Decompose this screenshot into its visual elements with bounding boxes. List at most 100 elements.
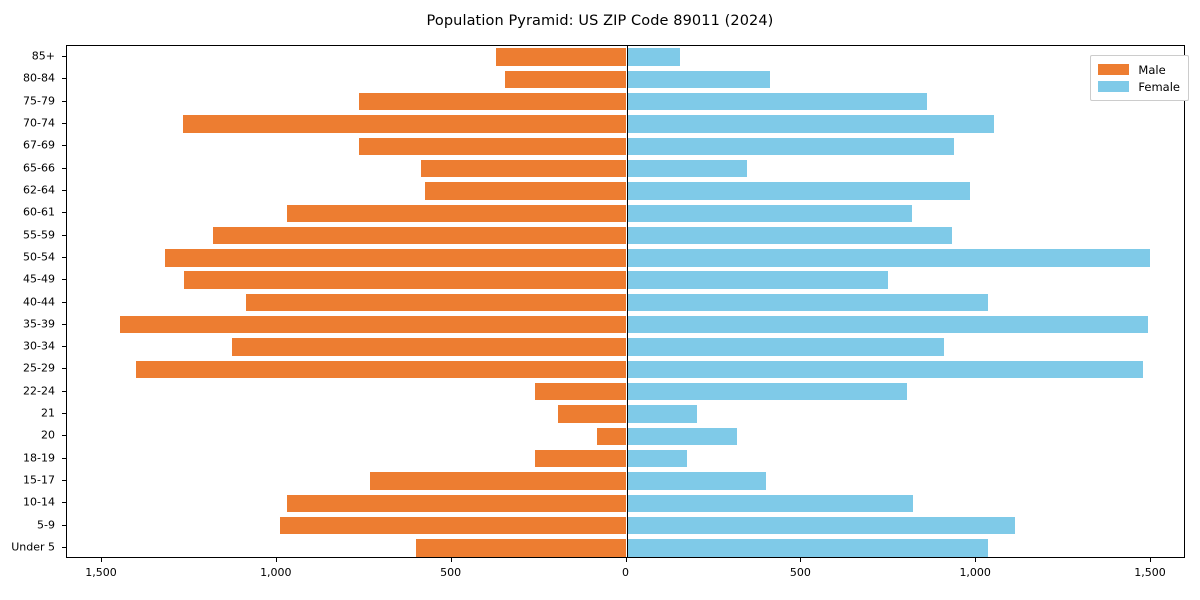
y-tick-label-15-17: 15-17 [23,473,55,487]
y-tick-label-62-64: 62-64 [23,183,55,197]
bar-row [67,405,1184,423]
bar-row [67,226,1184,245]
y-tick-mark [62,212,66,214]
y-tick-mark [62,479,66,481]
y-tick-mark [62,435,66,437]
bar-male-20 [597,427,627,446]
bar-male-21 [557,405,627,423]
bar-male-40-44 [246,293,627,312]
y-tick-mark [62,279,66,281]
y-tick-label-Under 5: Under 5 [11,540,55,554]
bar-female-15-17 [626,472,767,490]
bar-female-70-74 [626,115,995,133]
x-tick-label-0: 1,500 [85,566,117,579]
x-tick-label-1: 1,000 [260,566,292,579]
y-axis: 85+ 80-84 75-79 70-74 67-69 65-66 62-64 60-61 55… [0,45,66,558]
y-tick-mark [62,56,66,58]
bar-female-65-66 [626,159,748,178]
legend-label-female: Female [1138,79,1180,94]
y-tick-mark [62,100,66,102]
legend-entry-female: Female [1098,78,1180,95]
legend-entry-male: Male [1098,61,1180,78]
bar-row [67,182,1184,200]
x-tick-label-6: 1,500 [1134,566,1166,579]
bar-female-45-49 [626,271,889,289]
x-tick-mark [625,558,627,562]
y-tick-label-85+: 85+ [31,49,55,63]
y-tick-label-18-19: 18-19 [23,451,55,465]
bar-female-80-84 [626,70,771,89]
legend-swatch-female [1098,81,1130,92]
y-tick-label-75-79: 75-79 [23,94,55,108]
y-tick-mark [62,301,66,303]
bar-row [67,159,1184,178]
bar-male-45-49 [183,271,627,289]
bar-male-85+ [496,48,627,66]
x-tick-label-4: 500 [789,566,811,579]
bar-row [67,427,1184,446]
bar-male-Under 5 [416,539,627,557]
bar-female-21 [626,405,698,423]
y-tick-label-21: 21 [41,406,55,420]
bar-male-67-69 [358,137,627,156]
bar-male-80-84 [505,70,627,89]
y-tick-label-80-84: 80-84 [23,71,55,85]
x-tick-label-2: 500 [440,566,462,579]
bar-male-50-54 [164,249,627,267]
y-tick-label-55-59: 55-59 [23,228,55,242]
bar-male-25-29 [136,360,627,379]
bar-row [67,539,1184,557]
y-tick-mark [62,502,66,504]
y-tick-label-40-44: 40-44 [23,295,55,308]
y-tick-mark [62,123,66,125]
y-tick-mark [62,346,66,348]
y-tick-label-67-69: 67-69 [23,138,55,152]
bar-row [67,48,1184,66]
bar-male-35-39 [120,316,627,334]
legend-label-male: Male [1138,62,1166,77]
y-tick-mark [62,546,66,548]
plot-area [66,45,1185,558]
y-tick-mark [62,413,66,415]
y-tick-mark [62,78,66,80]
bar-row [67,249,1184,267]
chart-legend: Male Female [1090,55,1189,101]
x-tick-mark [1150,558,1152,562]
bar-row [67,316,1184,334]
bar-male-62-64 [425,182,627,200]
y-tick-label-45-49: 45-49 [23,272,55,286]
bar-row [67,93,1184,111]
bar-row [67,137,1184,156]
y-tick-mark [62,457,66,459]
y-tick-mark [62,256,66,258]
bar-female-30-34 [626,338,945,356]
bar-male-22-24 [534,383,627,401]
x-tick-label-3: 0 [622,566,629,579]
y-tick-label-5-9: 5-9 [37,518,55,532]
y-tick-label-10-14: 10-14 [23,495,55,509]
bar-row [67,338,1184,356]
bar-row [67,449,1184,468]
bar-female-85+ [626,48,680,66]
x-tick-mark [800,558,802,562]
y-tick-mark [62,524,66,526]
bar-row [67,360,1184,379]
bar-row [67,70,1184,89]
bar-female-5-9 [626,516,1015,535]
y-tick-mark [62,145,66,147]
chart-title: Population Pyramid: US ZIP Code 89011 (2… [426,13,774,29]
bar-female-10-14 [626,494,914,512]
x-tick-mark [275,558,277,562]
x-tick-label-5: 1,000 [959,566,991,579]
bar-female-50-54 [626,249,1150,267]
y-tick-label-35-39: 35-39 [23,317,55,331]
bar-row [67,494,1184,512]
bar-male-65-66 [421,159,627,178]
bar-female-22-24 [626,383,908,401]
y-tick-label-70-74: 70-74 [23,116,55,130]
x-tick-mark [975,558,977,562]
y-tick-mark [62,323,66,325]
bar-female-25-29 [626,360,1143,379]
y-tick-label-50-54: 50-54 [23,250,55,264]
bar-row [67,383,1184,401]
